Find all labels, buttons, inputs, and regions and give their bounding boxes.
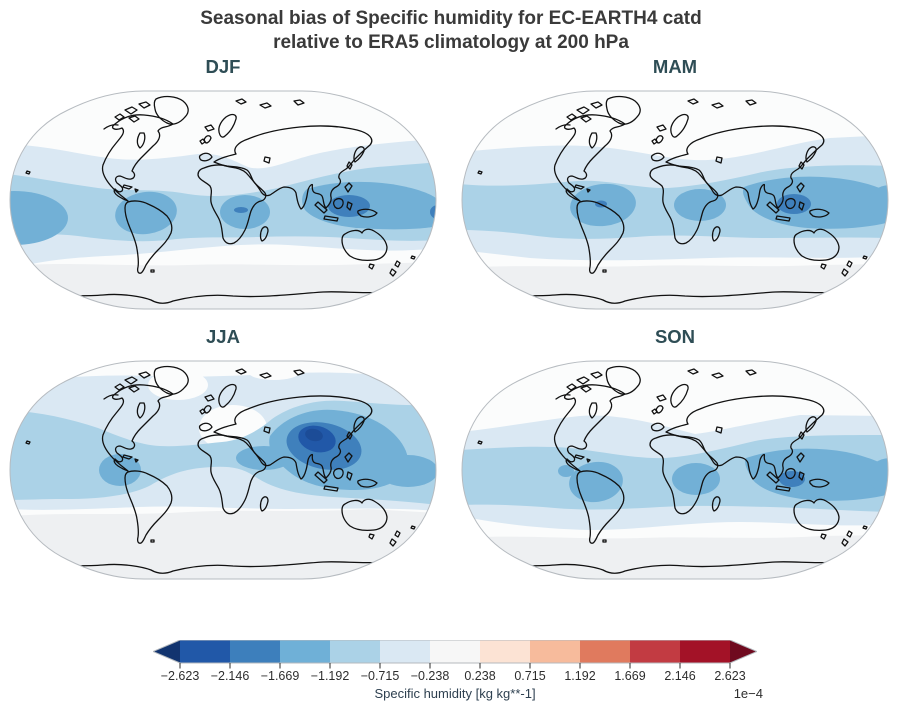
- figure-title-line2: relative to ERA5 climatology at 200 hPa: [273, 32, 629, 53]
- panel-title-son: SON: [654, 326, 696, 347]
- colorbar-tick-label: 0.238: [464, 669, 496, 683]
- colorbar-tick-label: 2.146: [664, 669, 696, 683]
- panel-title-mam: MAM: [652, 56, 698, 77]
- colorbar-tick-label: −1.192: [310, 669, 350, 683]
- colorbar: −2.623 −2.146 −1.669 −1.192 −0.715 −0.238 0.23…: [151, 639, 763, 706]
- colorbar-offset-text: 1e−4: [733, 686, 763, 701]
- colorbar-bar: [151, 639, 759, 670]
- colorbar-tick-label: −0.715: [360, 669, 400, 683]
- colorbar-axis-label: Specific humidity [kg kg**-1]: [374, 686, 536, 701]
- figure-title-line1: Seasonal bias of Specific humidity for E…: [200, 8, 702, 29]
- map-jja: [9, 360, 437, 580]
- colorbar-svg: [151, 639, 759, 669]
- colorbar-tick-label: 1.192: [564, 669, 596, 683]
- map-mam: [461, 90, 889, 310]
- colorbar-tick-labels: −2.623 −2.146 −1.669 −1.192 −0.715 −0.238 0.23…: [153, 669, 757, 685]
- colorbar-tick-label: 1.669: [614, 669, 646, 683]
- panel-title-djf: DJF: [205, 56, 241, 77]
- colorbar-tick-label: −1.669: [260, 669, 300, 683]
- colorbar-tick-label: 2.623: [714, 669, 746, 683]
- panel-title-jja: JJA: [206, 326, 240, 347]
- colorbar-tick-label: −2.146: [210, 669, 250, 683]
- map-djf: [9, 90, 437, 310]
- colorbar-tick-label: −0.238: [410, 669, 450, 683]
- map-son: [461, 360, 889, 580]
- colorbar-tick-label: −2.623: [160, 669, 200, 683]
- colorbar-tick-label: 0.715: [514, 669, 546, 683]
